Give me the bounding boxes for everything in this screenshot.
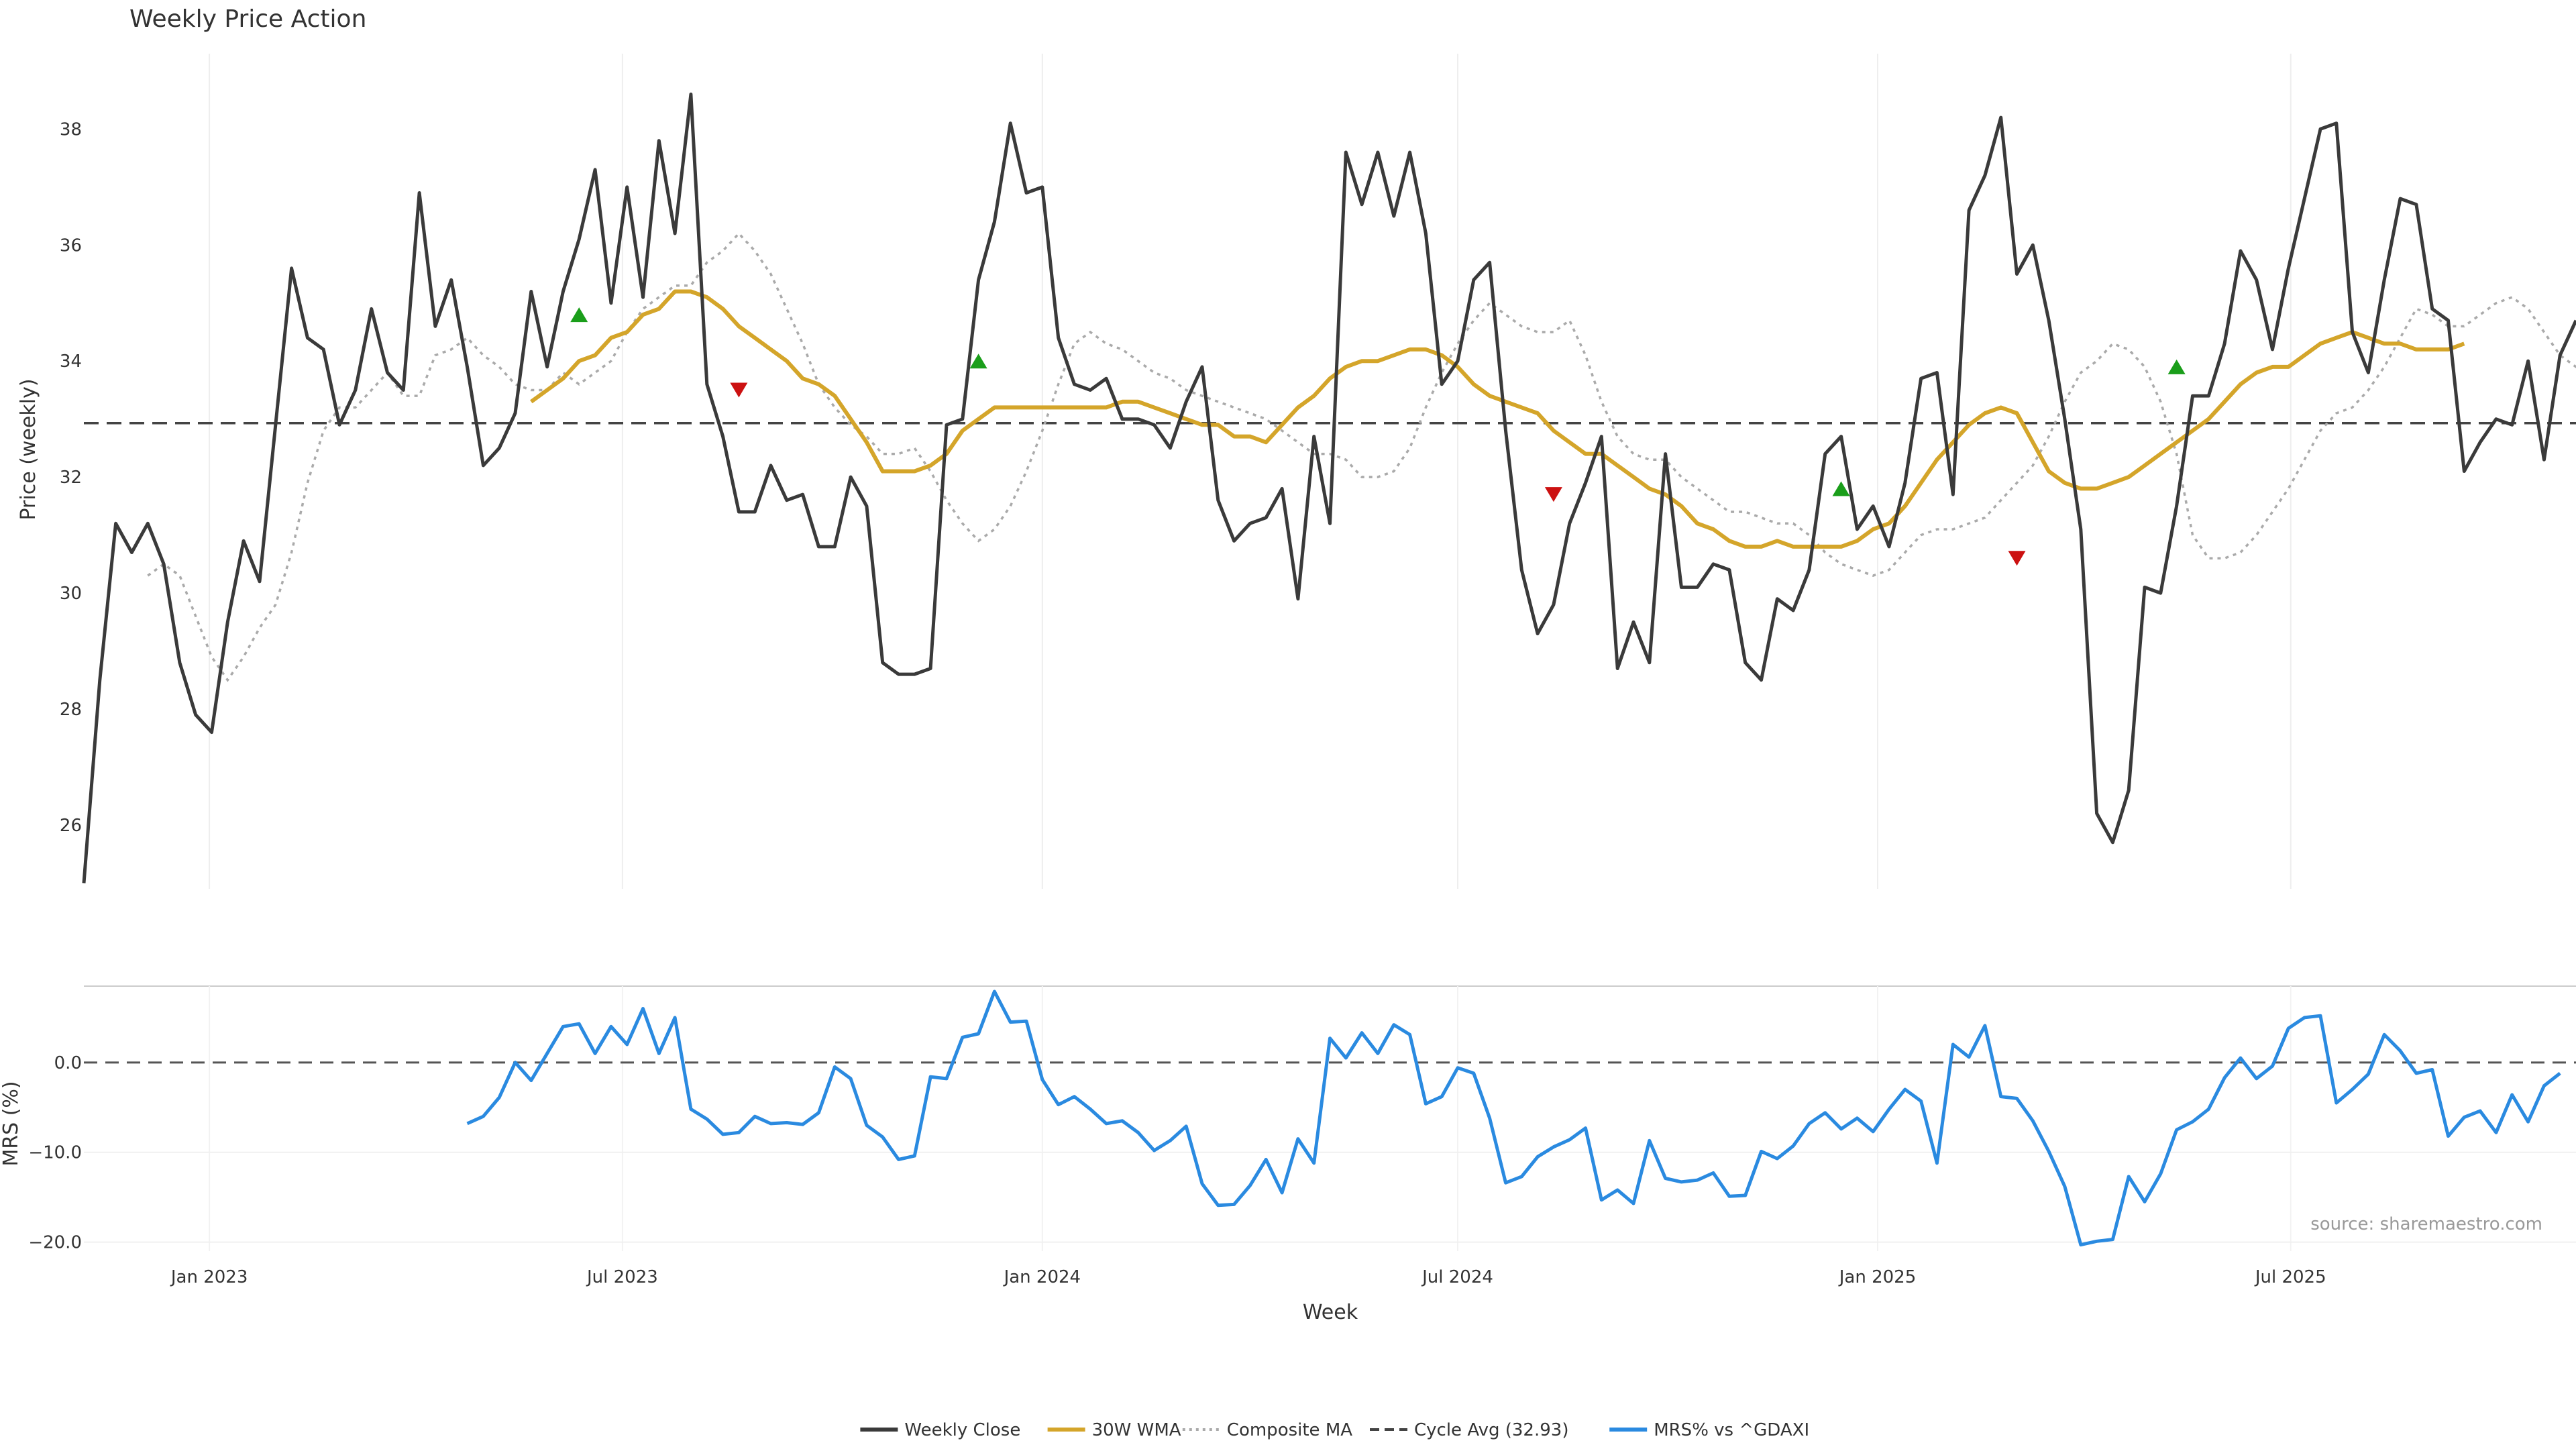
buy-signal-marker — [969, 354, 987, 369]
price-y-tick-label: 26 — [60, 816, 82, 836]
mrs-grid — [84, 986, 2576, 1251]
x-tick-label: Jul 2023 — [586, 1267, 658, 1287]
price-grid — [209, 54, 2292, 889]
legend-item-label: Weekly Close — [904, 1420, 1020, 1440]
price-y-tick-label: 36 — [60, 235, 82, 256]
price-y-tick-label: 38 — [60, 119, 82, 140]
wma-30w-line — [530, 289, 2465, 549]
legend-item-label: 30W WMA — [1092, 1420, 1181, 1440]
source-label: source: sharemaestro.com — [2310, 1214, 2542, 1234]
x-tick-label: Jan 2024 — [1003, 1267, 1081, 1287]
x-axis: Jan 2023 Jul 2023 Jan 2024 Jul 2024 Jan 2025… — [170, 1267, 2326, 1287]
sell-signal-marker — [2008, 551, 2026, 566]
price-y-axis-label: Price (weekly) — [17, 378, 40, 520]
mrs-y-axis-label: MRS (%) — [0, 1081, 23, 1166]
x-tick-label: Jul 2024 — [1421, 1267, 1493, 1287]
weekly-close-line — [82, 93, 2576, 883]
mrs-y-tick-label: −10.0 — [28, 1143, 82, 1163]
legend-item-label: MRS% vs ^GDAXI — [1654, 1420, 1809, 1440]
sell-signal-marker — [1544, 487, 1562, 502]
legend: Weekly Close 30W WMA Composite MA Cycle Avg… — [860, 1420, 1809, 1440]
buy-signal-marker — [1832, 481, 1850, 496]
buy-signal-marker — [2167, 359, 2186, 374]
x-tick-label: Jan 2023 — [170, 1267, 248, 1287]
mrs-y-tick-label: 0.0 — [54, 1053, 82, 1073]
price-y-tick-label: 30 — [60, 584, 82, 604]
x-axis-label: Week — [1303, 1301, 1358, 1324]
chart-title: Weekly Price Action — [129, 5, 366, 33]
buy-signal-marker — [570, 307, 588, 323]
legend-item-label: Composite MA — [1227, 1420, 1352, 1440]
price-y-tick-label: 28 — [60, 700, 82, 720]
x-tick-label: Jan 2025 — [1838, 1267, 1917, 1287]
sell-signal-marker — [730, 382, 748, 398]
price-y-tick-label: 32 — [60, 468, 82, 488]
signal-markers — [570, 307, 2186, 566]
legend-item-label: Cycle Avg (32.93) — [1414, 1420, 1568, 1440]
mrs-line — [466, 989, 2561, 1247]
mrs-y-axis: 0.0 −10.0 −20.0 — [28, 1053, 82, 1253]
x-tick-label: Jul 2025 — [2254, 1267, 2326, 1287]
price-y-axis: 26 28 30 32 34 36 38 — [60, 119, 82, 836]
price-series — [82, 93, 2576, 883]
mrs-series — [84, 989, 2576, 1247]
price-y-tick-label: 34 — [60, 352, 82, 372]
composite-ma-line — [147, 231, 2576, 682]
mrs-y-tick-label: −20.0 — [28, 1233, 82, 1253]
